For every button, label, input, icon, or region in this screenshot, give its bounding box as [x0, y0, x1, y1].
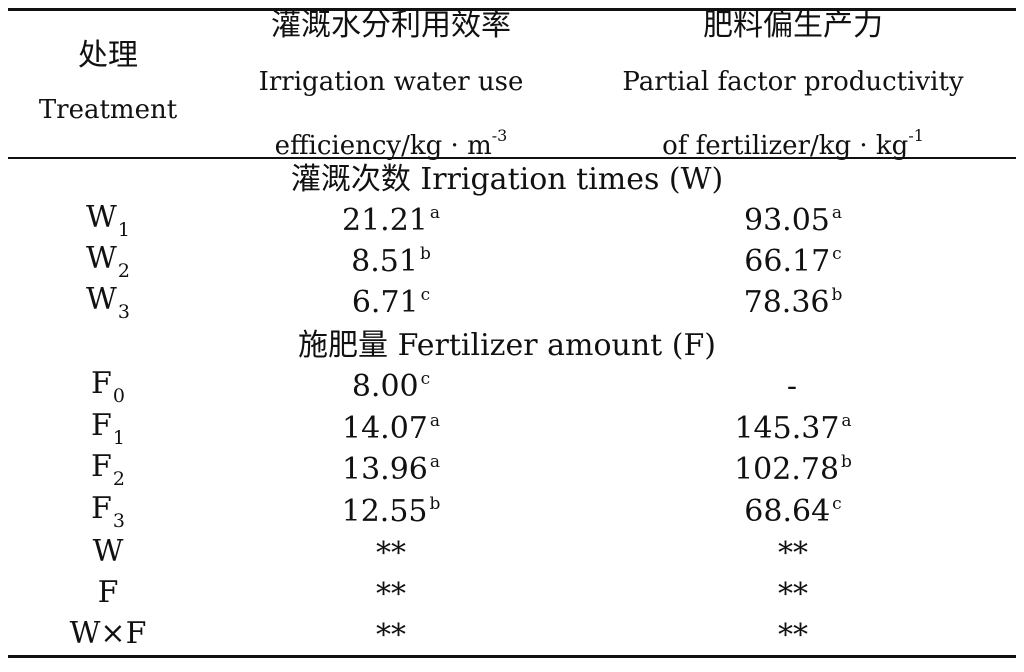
- table-top-rule: [8, 8, 1016, 11]
- treatment-header-zh: 处理: [78, 38, 138, 73]
- f0-pfp-value: -: [786, 369, 798, 404]
- f2-iwue-value: 13.96 a: [341, 452, 441, 487]
- iwue-header-zh: 灌溉水分利用效率: [271, 8, 511, 43]
- iwue-header-en-line2: efficiency/kg · m-3: [274, 126, 508, 161]
- header-rule: [8, 157, 1016, 159]
- row-label-f1: F1: [91, 408, 125, 449]
- w-effect-pfp-significance: **: [778, 536, 808, 571]
- w3-pfp-value: 78.36 b: [743, 285, 843, 320]
- row-label-w-effect: W: [92, 534, 124, 569]
- f-effect-pfp-significance: **: [778, 577, 808, 612]
- row-label-f3: F3: [91, 491, 125, 532]
- row-label-wxf-interaction: W×F: [69, 616, 147, 651]
- row-label-w1: W1: [86, 200, 130, 241]
- f1-pfp-value: 145.37 a: [734, 411, 852, 446]
- row-label-w2: W2: [86, 241, 130, 282]
- wxf-interaction-pfp-significance: **: [778, 618, 808, 653]
- pfp-header-en-line2: of fertilizer/kg · kg-1: [662, 126, 924, 161]
- row-label-w3: W3: [86, 282, 130, 323]
- f-effect-iwue-significance: **: [376, 577, 406, 612]
- row-label-f-effect: F: [97, 575, 119, 610]
- w-effect-iwue-significance: **: [376, 536, 406, 571]
- section-title-fertilizer: 施肥量 Fertilizer amount (F): [298, 328, 716, 363]
- f0-iwue-value: 8.00 c: [351, 369, 431, 404]
- f3-pfp-value: 68.64 c: [744, 494, 842, 529]
- w2-pfp-value: 66.17 c: [744, 244, 842, 279]
- treatment-header-en: Treatment: [38, 95, 178, 125]
- table-bottom-rule: [8, 655, 1016, 658]
- iwue-header-en-line1: Irrigation water use: [258, 67, 524, 97]
- w3-iwue-value: 6.71 c: [351, 285, 431, 320]
- row-label-f2: F2: [91, 449, 125, 490]
- f2-pfp-value: 102.78 b: [734, 452, 852, 487]
- w1-pfp-value: 93.05 a: [743, 203, 843, 238]
- row-label-f0: F0: [91, 366, 125, 407]
- f1-iwue-value: 14.07 a: [341, 411, 441, 446]
- wxf-interaction-iwue-significance: **: [376, 618, 406, 653]
- section-title-irrigation: 灌溉次数 Irrigation times (W): [290, 162, 724, 197]
- pfp-header-zh: 肥料偏生产力: [703, 8, 883, 43]
- pfp-header-en-line1: Partial factor productivity: [622, 67, 964, 97]
- f3-iwue-value: 12.55 b: [341, 494, 441, 529]
- w1-iwue-value: 21.21 a: [341, 203, 441, 238]
- w2-iwue-value: 8.51 b: [351, 244, 431, 279]
- iwue-unit-exponent: -3: [491, 126, 508, 145]
- pfp-unit-exponent: -1: [908, 126, 924, 145]
